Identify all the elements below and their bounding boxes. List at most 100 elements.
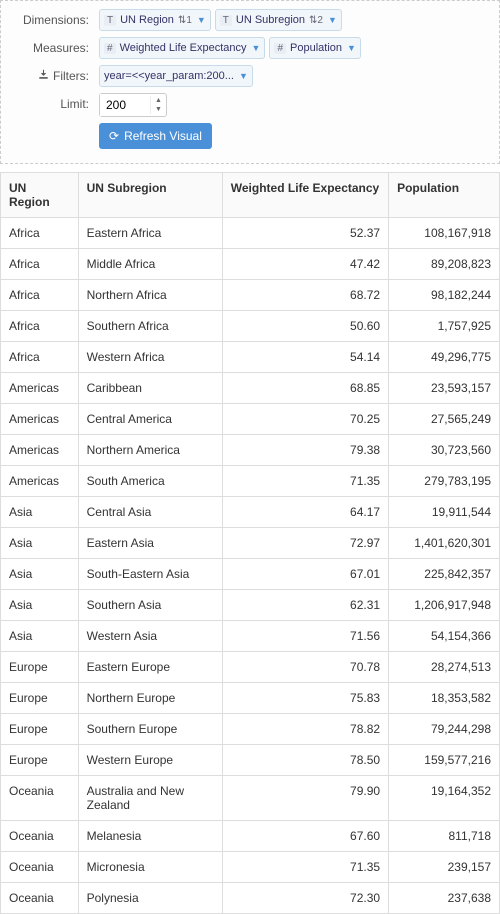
measure-pill-pop[interactable]: # Population ▼ (269, 37, 360, 59)
table-cell: Northern Europe (78, 683, 222, 714)
table-cell: 98,182,244 (389, 280, 500, 311)
table-cell: 108,167,918 (389, 218, 500, 249)
filters-row: Filters: year=<<year_param:200... ▼ (9, 65, 491, 87)
decrement-button[interactable]: ▼ (151, 105, 166, 114)
table-cell: Asia (1, 497, 79, 528)
table-cell: 23,593,157 (389, 373, 500, 404)
table-cell: Asia (1, 590, 79, 621)
table-cell: Oceania (1, 852, 79, 883)
table-row: OceaniaMelanesia67.60811,718 (1, 821, 500, 852)
refresh-button[interactable]: ⟳ Refresh Visual (99, 123, 212, 149)
table-row: AfricaEastern Africa52.37108,167,918 (1, 218, 500, 249)
controls-panel: Dimensions: T UN Region ⇅1 ▼ T UN Subreg… (0, 0, 500, 164)
table-cell: 19,164,352 (389, 776, 500, 821)
col-header-pop[interactable]: Population (389, 173, 500, 218)
table-cell: 159,577,216 (389, 745, 500, 776)
dimension-pill-region[interactable]: T UN Region ⇅1 ▼ (99, 9, 211, 31)
table-cell: Europe (1, 683, 79, 714)
table-cell: 62.31 (222, 590, 388, 621)
table-cell: Americas (1, 404, 79, 435)
download-icon[interactable] (38, 69, 49, 80)
table-cell: 49,296,775 (389, 342, 500, 373)
col-header-region[interactable]: UN Region (1, 173, 79, 218)
table-row: EuropeSouthern Europe78.8279,244,298 (1, 714, 500, 745)
table-cell: Oceania (1, 821, 79, 852)
table-cell: Southern Asia (78, 590, 222, 621)
results-table-wrap: UN Region UN Subregion Weighted Life Exp… (0, 172, 500, 914)
caret-down-icon: ▼ (347, 43, 356, 53)
table-row: EuropeWestern Europe78.50159,577,216 (1, 745, 500, 776)
increment-button[interactable]: ▲ (151, 96, 166, 105)
table-cell: South-Eastern Asia (78, 559, 222, 590)
table-cell: Oceania (1, 883, 79, 914)
table-cell: 1,401,620,301 (389, 528, 500, 559)
table-cell: Africa (1, 342, 79, 373)
filter-pill-year[interactable]: year=<<year_param:200... ▼ (99, 65, 253, 87)
table-cell: 1,757,925 (389, 311, 500, 342)
table-cell: 811,718 (389, 821, 500, 852)
refresh-row: ⟳ Refresh Visual (9, 123, 491, 149)
table-row: AsiaSouthern Asia62.311,206,917,948 (1, 590, 500, 621)
table-cell: Eastern Asia (78, 528, 222, 559)
table-cell: Northern Africa (78, 280, 222, 311)
table-cell: Europe (1, 652, 79, 683)
pill-label: UN Subregion (236, 14, 305, 26)
measures-row: Measures: # Weighted Life Expectancy ▼ #… (9, 37, 491, 59)
table-cell: 78.82 (222, 714, 388, 745)
col-header-wle[interactable]: Weighted Life Expectancy (222, 173, 388, 218)
table-cell: Middle Africa (78, 249, 222, 280)
table-cell: 28,274,513 (389, 652, 500, 683)
table-cell: Europe (1, 745, 79, 776)
dimension-pill-subregion[interactable]: T UN Subregion ⇅2 ▼ (215, 9, 342, 31)
table-row: AsiaSouth-Eastern Asia67.01225,842,357 (1, 559, 500, 590)
table-row: OceaniaMicronesia71.35239,157 (1, 852, 500, 883)
table-row: AsiaCentral Asia64.1719,911,544 (1, 497, 500, 528)
table-cell: 239,157 (389, 852, 500, 883)
table-cell: South America (78, 466, 222, 497)
table-cell: Central America (78, 404, 222, 435)
table-cell: 47.42 (222, 249, 388, 280)
table-cell: 79.38 (222, 435, 388, 466)
table-row: AfricaNorthern Africa68.7298,182,244 (1, 280, 500, 311)
table-cell: Micronesia (78, 852, 222, 883)
table-row: OceaniaPolynesia72.30237,638 (1, 883, 500, 914)
table-cell: Oceania (1, 776, 79, 821)
limit-stepper: ▲ ▼ (99, 93, 167, 117)
table-cell: 72.30 (222, 883, 388, 914)
measure-pill-wle[interactable]: # Weighted Life Expectancy ▼ (99, 37, 265, 59)
table-cell: Southern Africa (78, 311, 222, 342)
table-cell: Americas (1, 373, 79, 404)
table-cell: Asia (1, 528, 79, 559)
table-cell: 64.17 (222, 497, 388, 528)
table-row: EuropeNorthern Europe75.8318,353,582 (1, 683, 500, 714)
caret-down-icon: ▼ (328, 15, 337, 25)
table-row: AmericasNorthern America79.3830,723,560 (1, 435, 500, 466)
stepper: ▲ ▼ (150, 96, 166, 114)
table-cell: 18,353,582 (389, 683, 500, 714)
table-cell: Northern America (78, 435, 222, 466)
table-cell: Americas (1, 435, 79, 466)
table-cell: 67.60 (222, 821, 388, 852)
table-cell: Asia (1, 559, 79, 590)
table-cell: 30,723,560 (389, 435, 500, 466)
col-header-subregion[interactable]: UN Subregion (78, 173, 222, 218)
table-cell: 54.14 (222, 342, 388, 373)
table-cell: Africa (1, 311, 79, 342)
table-cell: Southern Europe (78, 714, 222, 745)
table-cell: Americas (1, 466, 79, 497)
measures-content: # Weighted Life Expectancy ▼ # Populatio… (99, 37, 491, 59)
table-row: EuropeEastern Europe70.7828,274,513 (1, 652, 500, 683)
table-row: AmericasSouth America71.35279,783,195 (1, 466, 500, 497)
limit-label: Limit: (9, 93, 99, 111)
table-cell: Central Asia (78, 497, 222, 528)
limit-row: Limit: ▲ ▼ (9, 93, 491, 117)
limit-content: ▲ ▼ (99, 93, 491, 117)
table-cell: Asia (1, 621, 79, 652)
measures-label: Measures: (9, 37, 99, 55)
table-cell: Africa (1, 249, 79, 280)
table-cell: Africa (1, 218, 79, 249)
table-cell: 68.85 (222, 373, 388, 404)
table-row: AfricaSouthern Africa50.601,757,925 (1, 311, 500, 342)
table-cell: Melanesia (78, 821, 222, 852)
limit-input[interactable] (100, 94, 150, 116)
